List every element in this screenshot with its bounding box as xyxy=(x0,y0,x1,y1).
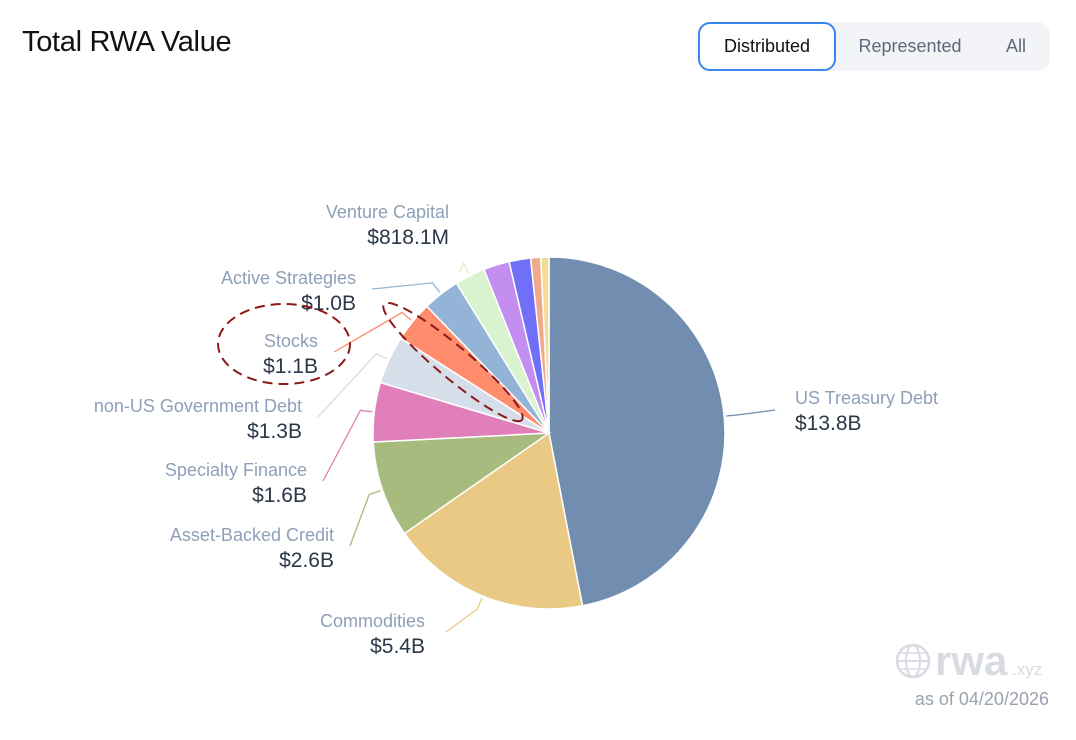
label-value-asset-backed-credit: $2.6B xyxy=(279,549,334,572)
leader-line-non-us-government-debt xyxy=(317,353,388,418)
leader-line-commodities xyxy=(445,597,483,633)
toggle-represented[interactable]: Represented xyxy=(858,36,962,56)
label-value-non-us-government-debt: $1.3B xyxy=(247,420,302,443)
as-of-date: as of 04/20/2026 xyxy=(914,689,1049,709)
label-name-commodities: Commodities xyxy=(320,611,425,631)
label-name-specialty-finance: Specialty Finance xyxy=(165,460,307,480)
slice-commodities xyxy=(403,431,584,610)
view-toggle: Distributed Represented All xyxy=(698,22,1050,71)
label-name-us-treasury-debt: US Treasury Debt xyxy=(795,388,938,408)
label-name-venture-capital: Venture Capital xyxy=(326,202,449,222)
slice-unlabeled-11 xyxy=(539,256,550,434)
globe-icon xyxy=(895,643,931,679)
label-name-active-strategies: Active Strategies xyxy=(221,268,356,288)
label-value-us-treasury-debt: $13.8B xyxy=(795,412,862,435)
label-name-non-us-government-debt: non-US Government Debt xyxy=(94,396,302,416)
annotation-ellipse-slice xyxy=(382,301,524,423)
toggle-all[interactable]: All xyxy=(1005,36,1026,56)
leader-line-asset-backed-credit xyxy=(349,489,381,547)
watermark-brand: rwa xyxy=(935,637,1008,684)
leader-line-venture-capital xyxy=(459,261,470,275)
label-value-stocks: $1.1B xyxy=(263,355,318,378)
slice-us-treasury-debt xyxy=(548,256,726,607)
label-value-active-strategies: $1.0B xyxy=(301,292,356,315)
label-name-stocks: Stocks xyxy=(264,331,318,351)
leader-line-stocks xyxy=(333,311,412,353)
page-title: Total RWA Value xyxy=(22,26,232,58)
slice-asset-backed-credit xyxy=(372,432,552,535)
label-name-asset-backed-credit: Asset-Backed Credit xyxy=(170,525,334,545)
label-value-specialty-finance: $1.6B xyxy=(252,484,307,507)
toggle-distributed[interactable]: Distributed xyxy=(698,22,836,71)
watermark-suffix: .xyz xyxy=(1012,660,1042,679)
leader-line-active-strategies xyxy=(371,282,441,293)
label-value-commodities: $5.4B xyxy=(370,635,425,658)
label-value-venture-capital: $818.1M xyxy=(367,226,449,249)
leader-line-us-treasury-debt xyxy=(726,409,776,417)
leader-line-specialty-finance xyxy=(322,409,373,482)
annotation-ellipse-label xyxy=(217,303,351,385)
